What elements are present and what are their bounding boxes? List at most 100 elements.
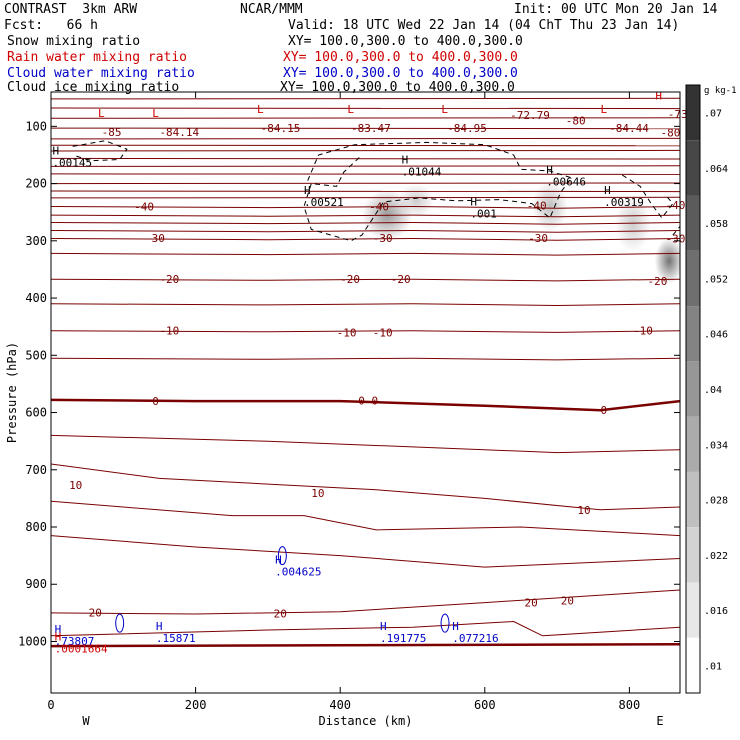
snow-blob-4 [654,237,680,284]
isotherm-label-5: -72.79 [510,109,550,122]
isotherm-label-15: -30 [373,232,393,245]
legend-rain-xy: XY= 100.0,300.0 to 400.0,300.0 [283,50,518,65]
colorbar-segment-0 [686,85,700,141]
isotherm-10 [51,463,680,511]
extremum-H-18: H [452,620,459,633]
extremum-H-10: H [304,184,311,197]
isotherm-label-19: -20 [340,273,360,286]
extremum-H-8: H [402,154,409,167]
legend-cloudwater-xy: XY= 100.0,300.0 to 400.0,300.0 [283,66,518,81]
y-tick-label-9: 1000 [18,634,47,648]
isotherm-label-2: -84.15 [261,122,301,135]
extremum-value-7: .00145 [52,156,92,169]
isotherm-label-4: -84.95 [447,122,487,135]
isotherm-label-25: -10 [633,325,653,338]
isotherm-label-33: 20 [274,607,287,620]
isotherm-upper-11 [51,190,680,193]
x-tick-label-0: 0 [47,698,54,712]
isotherm-mid-5 [51,252,680,256]
extremum-H-9: H [546,163,553,176]
colorbar-segment-2 [686,195,700,251]
legend-rain-label: Rain water mixing ratio [7,50,188,65]
extremum-L-2: L [257,103,264,116]
y-tick-label-0: 100 [25,119,47,133]
extremum-H-16: H [156,620,163,633]
x-axis-label: Distance (km) [319,714,413,728]
isotherm-18 [51,535,680,568]
extremum-H-7: H [52,144,59,157]
colorbar-segment-4 [686,306,700,362]
cloud-water-contour-2 [440,613,450,633]
isotherm-label-16: -30 [528,232,548,245]
y-tick-label-4: 500 [25,348,47,362]
isotherm-label-34: 20 [525,597,538,610]
y-tick-label-1: 200 [25,177,47,191]
extremum-H-11: H [604,184,611,197]
extremum-L-5: L [600,103,607,116]
cloud-ice-contours [72,140,680,633]
colorbar-label-8: .022 [704,551,728,562]
isotherm-label-20: -20 [391,273,411,286]
isotherm-label-31: 10 [577,504,590,517]
forecast-hour: Fcst: 66 h [4,18,98,33]
isotherm-mid-3 [51,229,680,233]
colorbar-segment-3 [686,250,700,307]
extremum-L-1: L [152,107,159,120]
isotherm-upper-3 [51,127,680,130]
extremum-H-6: H [655,89,662,102]
model-title: CONTRAST 3km ARW [4,2,138,17]
isotherm-mid-8 [51,330,680,333]
extremum-value-13: .004625 [275,566,321,579]
isotherm-mid-9 [51,357,680,361]
extremum-value-18: .077216 [452,632,498,645]
cloud-ice-contour-0 [72,140,128,162]
colorbar-label-10: .01 [704,661,722,672]
ground-line [51,643,680,648]
isotherm-mid-0 [51,205,680,209]
isotherm-label-12: -40 [527,199,547,212]
isotherm-label-17: -30 [666,233,686,246]
cloud-ice-contour-3 [672,226,680,236]
x-tick-label-2: 400 [329,698,351,712]
isotherm-label-27: 0-0 [358,395,378,408]
extremum-H-14: H [55,623,62,636]
extremum-L-3: L [347,103,354,116]
isotherm-upper-6 [51,149,680,152]
colorbar-label-9: .016 [704,606,728,617]
isotherm-label-18: -20 [159,273,179,286]
extremum-value-15: .0001664 [55,642,108,655]
y-tick-label-6: 700 [25,463,47,477]
isotherm-label-35: 20 [561,594,574,607]
extremum-H-12: H [470,195,477,208]
isotherm-label-10: -40 [134,200,154,213]
y-tick-label-2: 300 [25,234,47,248]
isotherm-upper-4 [51,137,680,140]
isotherm-upper-9 [51,173,680,175]
isotherm-mid-4 [51,237,680,241]
colorbar-label-6: .034 [704,440,728,451]
endpoint-east: E [656,714,663,728]
colorbar-segment-9 [686,582,700,638]
isotherm-15 [51,500,680,537]
legend-snow-label: Snow mixing ratio [7,34,141,49]
extremum-value-8: .01044 [402,166,442,179]
cloud-ice-contour-1 [303,141,573,242]
isotherm-upper-2 [51,117,680,119]
extremum-value-17: .191775 [380,632,426,645]
colorbar-segment-10 [686,637,700,693]
legend-cloudice-label: Cloud ice mixing ratio [7,80,180,95]
extremum-H-13: H [275,554,282,567]
valid-time: Valid: 18 UTC Wed 22 Jan 14 (04 ChT Thu … [288,18,680,33]
colorbar-label-5: .04 [704,385,722,396]
colorbar-label-7: .028 [704,496,728,507]
isotherm-label-7: -84.44 [609,122,649,135]
colorbar-unit: g kg-1 [704,86,737,96]
colorbar-segment-1 [686,140,700,196]
extremum-value-14: .73807 [55,635,95,648]
isotherm-mid-7 [51,303,680,307]
plot-frame [50,91,681,694]
cloud-water-contour-0 [277,546,287,566]
y-tick-label-7: 800 [25,520,47,534]
extremum-value-11: .00319 [604,196,644,209]
